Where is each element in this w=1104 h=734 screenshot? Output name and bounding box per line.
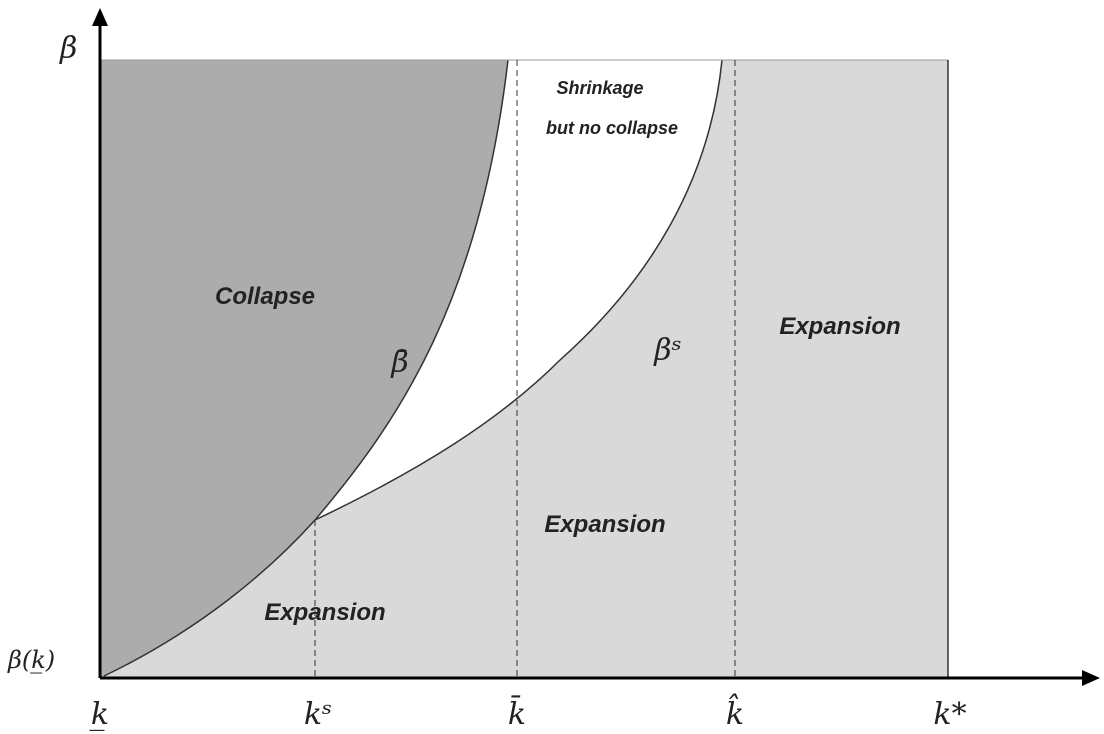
x-label: k̲ bbox=[90, 697, 110, 732]
curve-label: βˢ bbox=[653, 333, 681, 368]
x-label: kˢ bbox=[304, 697, 332, 732]
region-label: Collapse bbox=[215, 283, 315, 310]
x-label: k̄ bbox=[508, 694, 526, 732]
region-label: Expansion bbox=[264, 599, 385, 626]
y-arrow bbox=[92, 8, 108, 26]
region-label: Shrinkage bbox=[556, 78, 643, 98]
beta-bar-curve bbox=[103, 59, 509, 677]
collapse-region bbox=[100, 60, 508, 678]
region-label: Expansion bbox=[544, 511, 665, 538]
shrinkage-region bbox=[315, 60, 722, 520]
curve-label: β̄ bbox=[390, 345, 408, 380]
x-label: k̂ bbox=[726, 693, 744, 732]
x-label: k* bbox=[933, 697, 966, 732]
origin-label: β(k̲) bbox=[7, 646, 55, 674]
region-label: Expansion bbox=[779, 313, 900, 340]
beta-s-curve bbox=[314, 59, 723, 521]
region-label: but no collapse bbox=[546, 118, 678, 138]
y-axis-label: β bbox=[59, 31, 77, 66]
x-arrow bbox=[1082, 670, 1100, 686]
